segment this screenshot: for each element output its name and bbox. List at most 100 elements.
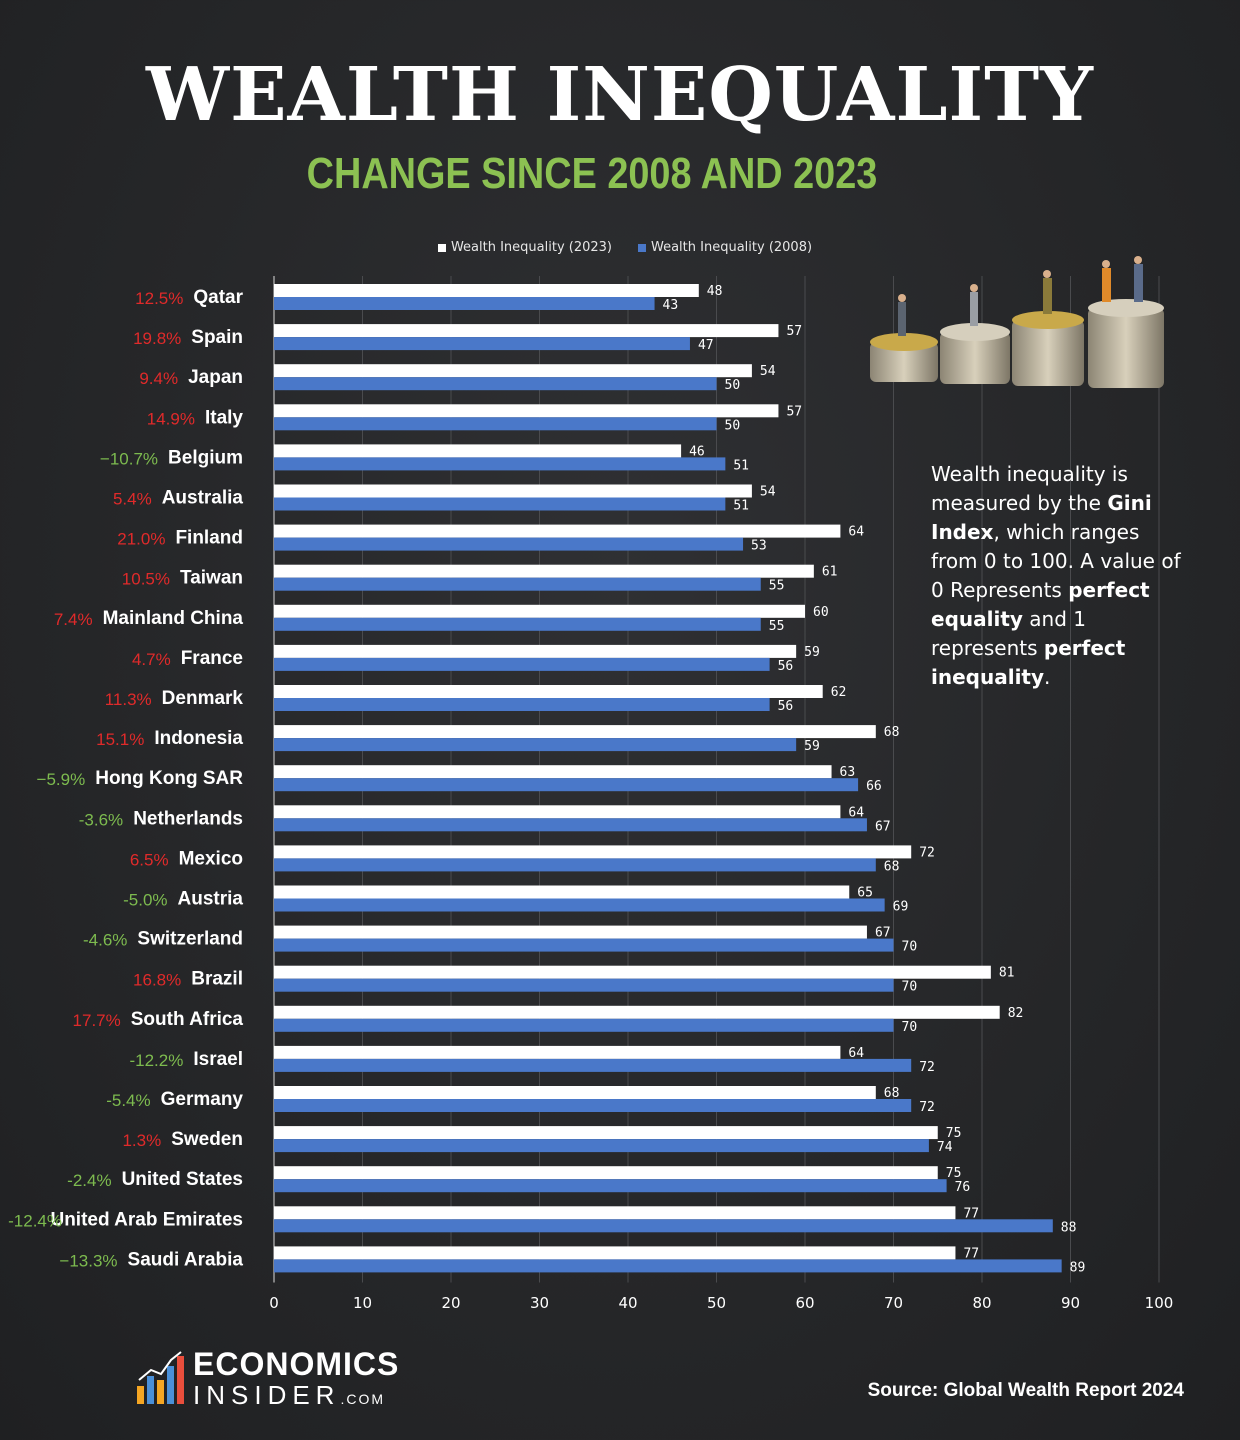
data-label-2023: 46 bbox=[689, 444, 705, 459]
bar-2008 bbox=[274, 738, 797, 752]
data-label-2023: 48 bbox=[707, 284, 723, 299]
change-label: 16.8% bbox=[133, 971, 181, 990]
category-label: Brazil bbox=[191, 969, 243, 990]
category-label: Austria bbox=[178, 889, 244, 910]
category-label: Taiwan bbox=[180, 568, 243, 589]
data-label-2008: 50 bbox=[725, 418, 741, 433]
bar-2023 bbox=[274, 1246, 956, 1260]
change-label: 12.5% bbox=[135, 289, 183, 308]
x-tick-label: 50 bbox=[707, 1294, 726, 1312]
change-label: -5.4% bbox=[106, 1091, 150, 1110]
bar-2008 bbox=[274, 1219, 1053, 1233]
category-label: Spain bbox=[191, 327, 243, 348]
category-label: Denmark bbox=[162, 688, 244, 709]
data-label-2023: 77 bbox=[963, 1246, 979, 1261]
data-label-2008: 56 bbox=[778, 699, 794, 714]
bar-2008 bbox=[274, 417, 717, 431]
legend-item-2008: Wealth Inequality (2008) bbox=[638, 240, 812, 255]
data-label-2008: 50 bbox=[725, 378, 741, 393]
category-label: United Arab Emirates bbox=[50, 1209, 243, 1230]
bar-2008 bbox=[274, 1259, 1062, 1273]
page-title: WEALTH INEQUALITY bbox=[146, 52, 1094, 138]
logo-wordmark-bottom: INSIDER.COM bbox=[193, 1382, 399, 1408]
note-text-4: . bbox=[1044, 665, 1051, 689]
change-label: -3.6% bbox=[79, 810, 123, 829]
data-label-2023: 77 bbox=[963, 1206, 979, 1221]
gini-explanation-note: Wealth inequality is measured by the Gin… bbox=[931, 460, 1181, 692]
data-label-2008: 74 bbox=[937, 1140, 953, 1155]
category-label: Mainland China bbox=[103, 608, 244, 629]
bar-2023 bbox=[274, 845, 912, 859]
logo-wordmark-suffix: .COM bbox=[340, 1391, 386, 1407]
data-label-2008: 55 bbox=[769, 619, 785, 634]
category-label: Israel bbox=[193, 1049, 243, 1070]
data-label-2008: 68 bbox=[884, 859, 900, 874]
page-subtitle: CHANGE SINCE 2008 AND 2023 bbox=[306, 149, 878, 198]
bar-2023 bbox=[274, 404, 779, 418]
data-label-2023: 81 bbox=[999, 966, 1015, 981]
note-bold-perfect-equality: perfect equality bbox=[931, 578, 1150, 631]
change-label: 5.4% bbox=[113, 490, 152, 509]
x-axis-ticks: 0 10 20 30 40 50 60 70 80 90 100 bbox=[269, 1294, 1173, 1312]
bar-2008 bbox=[274, 657, 770, 671]
bar-2008 bbox=[274, 537, 744, 551]
bar-2008 bbox=[274, 1179, 947, 1193]
data-label-2023: 82 bbox=[1008, 1006, 1024, 1021]
bar-2023 bbox=[274, 604, 805, 618]
bar-2008 bbox=[274, 457, 726, 471]
data-label-2023: 54 bbox=[760, 364, 776, 379]
legend-item-2023: Wealth Inequality (2023) bbox=[437, 240, 612, 255]
data-label-2008: 47 bbox=[698, 338, 714, 353]
data-label-2008: 72 bbox=[919, 1060, 935, 1075]
x-tick-label: 80 bbox=[972, 1294, 991, 1312]
bar-2023 bbox=[274, 364, 752, 378]
bar-2008 bbox=[274, 337, 690, 351]
logo-wordmark-top: ECONOMICS bbox=[193, 1346, 400, 1382]
note-text-2: , which ranges from 0 to 100. A value of… bbox=[931, 520, 1181, 602]
bar-2023 bbox=[274, 965, 991, 979]
bar-2023 bbox=[274, 925, 867, 939]
data-label-2008: 70 bbox=[902, 980, 918, 995]
data-label-2023: 68 bbox=[884, 1086, 900, 1101]
bar-2023 bbox=[274, 685, 823, 698]
bar-2023 bbox=[274, 725, 876, 739]
data-label-2008: 67 bbox=[875, 819, 891, 834]
data-label-2008: 51 bbox=[733, 458, 749, 473]
bar-2008 bbox=[274, 1139, 929, 1153]
category-label: Netherlands bbox=[133, 808, 243, 829]
change-label: 21.0% bbox=[117, 530, 165, 549]
bar-2008 bbox=[274, 617, 761, 631]
legend-swatch-2008 bbox=[638, 243, 646, 252]
category-label: United States bbox=[122, 1169, 243, 1190]
bar-2008 bbox=[274, 297, 655, 310]
data-label-2023: 75 bbox=[946, 1166, 962, 1181]
bar-2023 bbox=[274, 765, 832, 779]
data-label-2008: 43 bbox=[663, 298, 679, 313]
data-label-2023: 68 bbox=[884, 725, 900, 740]
data-label-2023: 54 bbox=[760, 485, 776, 500]
data-label-2023: 62 bbox=[831, 685, 847, 700]
economics-insider-logo: ECONOMICS INSIDER.COM bbox=[135, 1348, 399, 1408]
bar-2023 bbox=[274, 885, 850, 899]
change-label: 14.9% bbox=[147, 409, 195, 428]
bar-2008 bbox=[274, 938, 894, 952]
change-label: 4.7% bbox=[132, 650, 171, 669]
bar-2008 bbox=[274, 978, 894, 992]
category-label: Japan bbox=[188, 367, 243, 388]
bar-2008 bbox=[274, 698, 770, 711]
x-tick-label: 60 bbox=[795, 1294, 814, 1312]
data-label-2023: 72 bbox=[919, 845, 935, 860]
data-label-2008: 56 bbox=[778, 659, 794, 674]
x-tick-label: 100 bbox=[1145, 1294, 1174, 1312]
data-label-2008: 59 bbox=[804, 739, 820, 754]
bar-2023 bbox=[274, 484, 752, 498]
category-label: South Africa bbox=[131, 1009, 244, 1030]
data-label-2023: 63 bbox=[840, 765, 856, 780]
category-label: Italy bbox=[205, 407, 243, 428]
bar-2008 bbox=[274, 497, 726, 511]
data-label-2008: 89 bbox=[1070, 1260, 1086, 1275]
bar-2023 bbox=[274, 444, 682, 458]
category-label: Indonesia bbox=[154, 728, 243, 749]
bar-2023 bbox=[274, 1206, 956, 1220]
